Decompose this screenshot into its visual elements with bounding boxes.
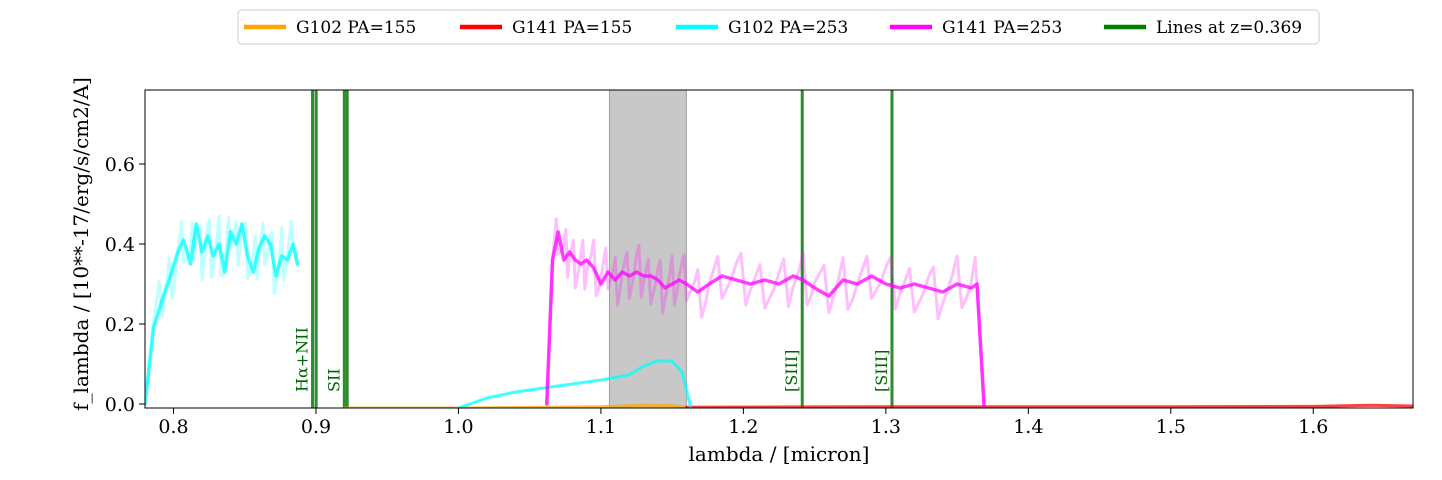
- x-tick-label: 1.5: [1156, 416, 1186, 438]
- emission-line-label: Hα+NII: [293, 327, 312, 392]
- x-tick-label: 1.1: [586, 416, 616, 438]
- plot-frame: [144, 89, 1414, 409]
- x-tick-label: 0.9: [301, 416, 331, 438]
- x-tick-label: 1.6: [1298, 416, 1328, 438]
- series-line: [456, 359, 693, 408]
- series-line: [684, 403, 1413, 408]
- series-line: [545, 230, 986, 408]
- legend-box: [237, 9, 1320, 45]
- x-tick-label: 1.4: [1013, 416, 1043, 438]
- y-tick-label: 0.0: [105, 394, 135, 416]
- y-tick-label: 0.4: [105, 234, 135, 256]
- legend: G102 PA=155 G141 PA=155 G102 PA=253 G141 PA…: [237, 9, 1320, 45]
- emission-line-label: [SIII]: [872, 350, 891, 392]
- legend-entry-label: G141 PA=253: [942, 18, 1062, 38]
- legend-entry-label: G102 PA=253: [728, 18, 848, 38]
- emission-line-label: SII: [324, 368, 343, 392]
- series-noise-trace: [145, 214, 299, 405]
- x-tick-label: 0.8: [158, 416, 188, 438]
- x-tick-label: 1.2: [728, 416, 758, 438]
- legend-entry-label: G102 PA=155: [296, 18, 416, 38]
- series-group: [145, 214, 1413, 408]
- x-axis-label: lambda / [micron]: [689, 442, 870, 466]
- series-line: [145, 222, 300, 406]
- y-axis-label: f_lambda / [10**-17/erg/s/cm2/A]: [69, 77, 93, 411]
- legend-entry-label: G141 PA=155: [512, 18, 632, 38]
- x-axis-ticks: 0.8 0.9 1.0 1.1 1.2 1.3 1.4 1.5 1.6: [158, 408, 1328, 438]
- y-tick-label: 0.6: [105, 154, 135, 176]
- x-tick-label: 1.0: [443, 416, 473, 438]
- y-tick-label: 0.2: [105, 314, 135, 336]
- emission-line-label: [SIII]: [782, 350, 801, 392]
- legend-entry-label: Lines at z=0.369: [1156, 18, 1302, 38]
- y-axis-ticks: 0.0 0.2 0.4 0.6: [105, 154, 145, 416]
- series-line: [343, 403, 688, 408]
- plot-area: [145, 90, 1413, 408]
- x-tick-label: 1.3: [871, 416, 901, 438]
- emission-lines-group: Hα+NII SII [SIII] [SIII]: [293, 90, 894, 408]
- shaded-band: [608, 89, 687, 409]
- shaded-band-group: [608, 89, 687, 409]
